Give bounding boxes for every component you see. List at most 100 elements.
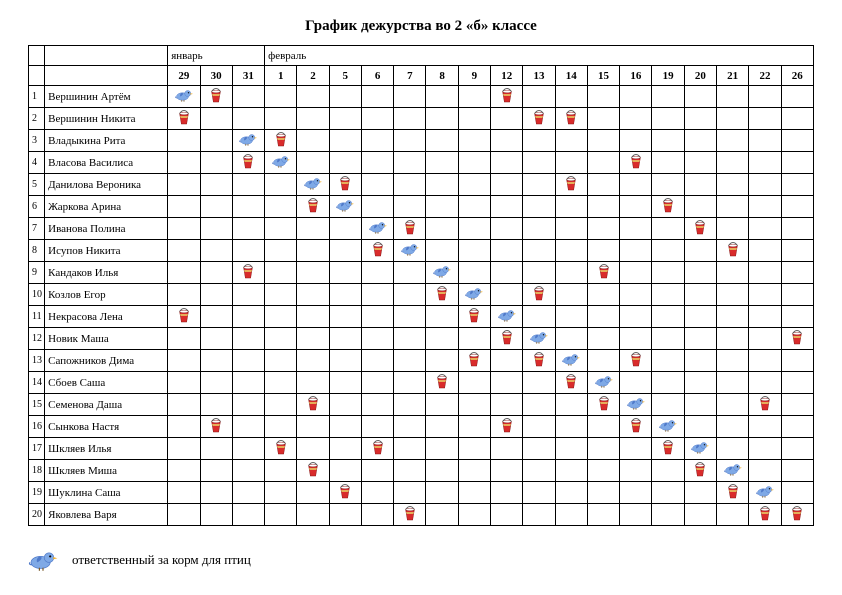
duty-cell <box>232 350 264 372</box>
duty-cell <box>523 328 555 350</box>
bird-icon <box>336 198 354 212</box>
bird-icon <box>369 220 387 234</box>
duty-cell <box>265 460 297 482</box>
table-row: 9Кандаков Илья <box>29 262 814 284</box>
table-row: 1Вершинин Артём <box>29 86 814 108</box>
duty-cell <box>781 438 813 460</box>
duty-cell <box>781 108 813 130</box>
duty-cell <box>587 86 619 108</box>
duty-cell <box>200 350 232 372</box>
duty-cell <box>684 262 716 284</box>
duty-cell <box>265 306 297 328</box>
student-name: Исупов Никита <box>45 240 168 262</box>
duty-cell <box>749 262 781 284</box>
duty-cell <box>684 196 716 218</box>
duty-cell <box>781 218 813 240</box>
duty-cell <box>168 372 200 394</box>
duty-cell <box>329 416 361 438</box>
duty-cell <box>265 482 297 504</box>
duty-cell <box>684 328 716 350</box>
day-header: 16 <box>620 66 652 86</box>
legend-bird-label: ответственный за корм для птиц <box>72 552 251 568</box>
bird-icon <box>498 308 516 322</box>
bucket-icon <box>274 131 288 147</box>
bucket-icon <box>338 483 352 499</box>
bird-icon <box>691 440 709 454</box>
duty-cell <box>555 350 587 372</box>
duty-cell <box>361 218 393 240</box>
bucket-icon <box>693 461 707 477</box>
day-header: 13 <box>523 66 555 86</box>
duty-cell <box>749 328 781 350</box>
bucket-icon <box>532 285 546 301</box>
duty-cell <box>781 196 813 218</box>
duty-cell <box>361 262 393 284</box>
day-header: 30 <box>200 66 232 86</box>
duty-cell <box>555 108 587 130</box>
duty-cell <box>297 482 329 504</box>
duty-cell <box>168 306 200 328</box>
duty-cell <box>587 262 619 284</box>
duty-cell <box>168 130 200 152</box>
student-name: Сбоев Саша <box>45 372 168 394</box>
duty-cell <box>329 86 361 108</box>
duty-cell <box>555 130 587 152</box>
duty-cell <box>587 482 619 504</box>
duty-cell <box>329 174 361 196</box>
duty-cell <box>749 240 781 262</box>
duty-cell <box>491 394 523 416</box>
duty-cell <box>620 482 652 504</box>
duty-cell <box>232 240 264 262</box>
duty-cell <box>555 284 587 306</box>
duty-cell <box>458 438 490 460</box>
duty-cell <box>652 240 684 262</box>
day-header: 6 <box>361 66 393 86</box>
bucket-icon <box>306 197 320 213</box>
day-header: 21 <box>717 66 749 86</box>
duty-cell <box>232 196 264 218</box>
duty-cell <box>523 350 555 372</box>
duty-cell <box>232 218 264 240</box>
bucket-icon <box>500 417 514 433</box>
duty-cell <box>749 416 781 438</box>
duty-cell <box>426 438 458 460</box>
duty-cell <box>458 130 490 152</box>
duty-cell <box>297 218 329 240</box>
duty-cell <box>684 130 716 152</box>
duty-cell <box>491 86 523 108</box>
duty-cell <box>361 152 393 174</box>
student-name: Козлов Егор <box>45 284 168 306</box>
duty-cell <box>232 416 264 438</box>
duty-cell <box>620 130 652 152</box>
duty-cell <box>200 306 232 328</box>
duty-cell <box>652 394 684 416</box>
student-name: Яковлева Варя <box>45 504 168 526</box>
bucket-icon <box>597 263 611 279</box>
duty-cell <box>297 460 329 482</box>
duty-cell <box>620 240 652 262</box>
bucket-icon <box>661 439 675 455</box>
duty-cell <box>717 196 749 218</box>
duty-cell <box>458 394 490 416</box>
duty-cell <box>168 284 200 306</box>
student-name: Сапожников Дима <box>45 350 168 372</box>
duty-cell <box>684 438 716 460</box>
row-index: 15 <box>29 394 45 416</box>
duty-cell <box>361 240 393 262</box>
table-body: 1Вершинин Артём 2Вершинин Никита 3Владык… <box>29 86 814 526</box>
duty-cell <box>232 394 264 416</box>
duty-cell <box>394 86 426 108</box>
row-index: 11 <box>29 306 45 328</box>
duty-cell <box>587 130 619 152</box>
duty-cell <box>491 196 523 218</box>
duty-cell <box>749 152 781 174</box>
duty-cell <box>749 394 781 416</box>
duty-cell <box>265 328 297 350</box>
duty-cell <box>587 394 619 416</box>
duty-cell <box>458 108 490 130</box>
duty-cell <box>555 262 587 284</box>
student-name: Шкляев Миша <box>45 460 168 482</box>
duty-cell <box>297 262 329 284</box>
duty-cell <box>394 394 426 416</box>
duty-cell <box>749 504 781 526</box>
